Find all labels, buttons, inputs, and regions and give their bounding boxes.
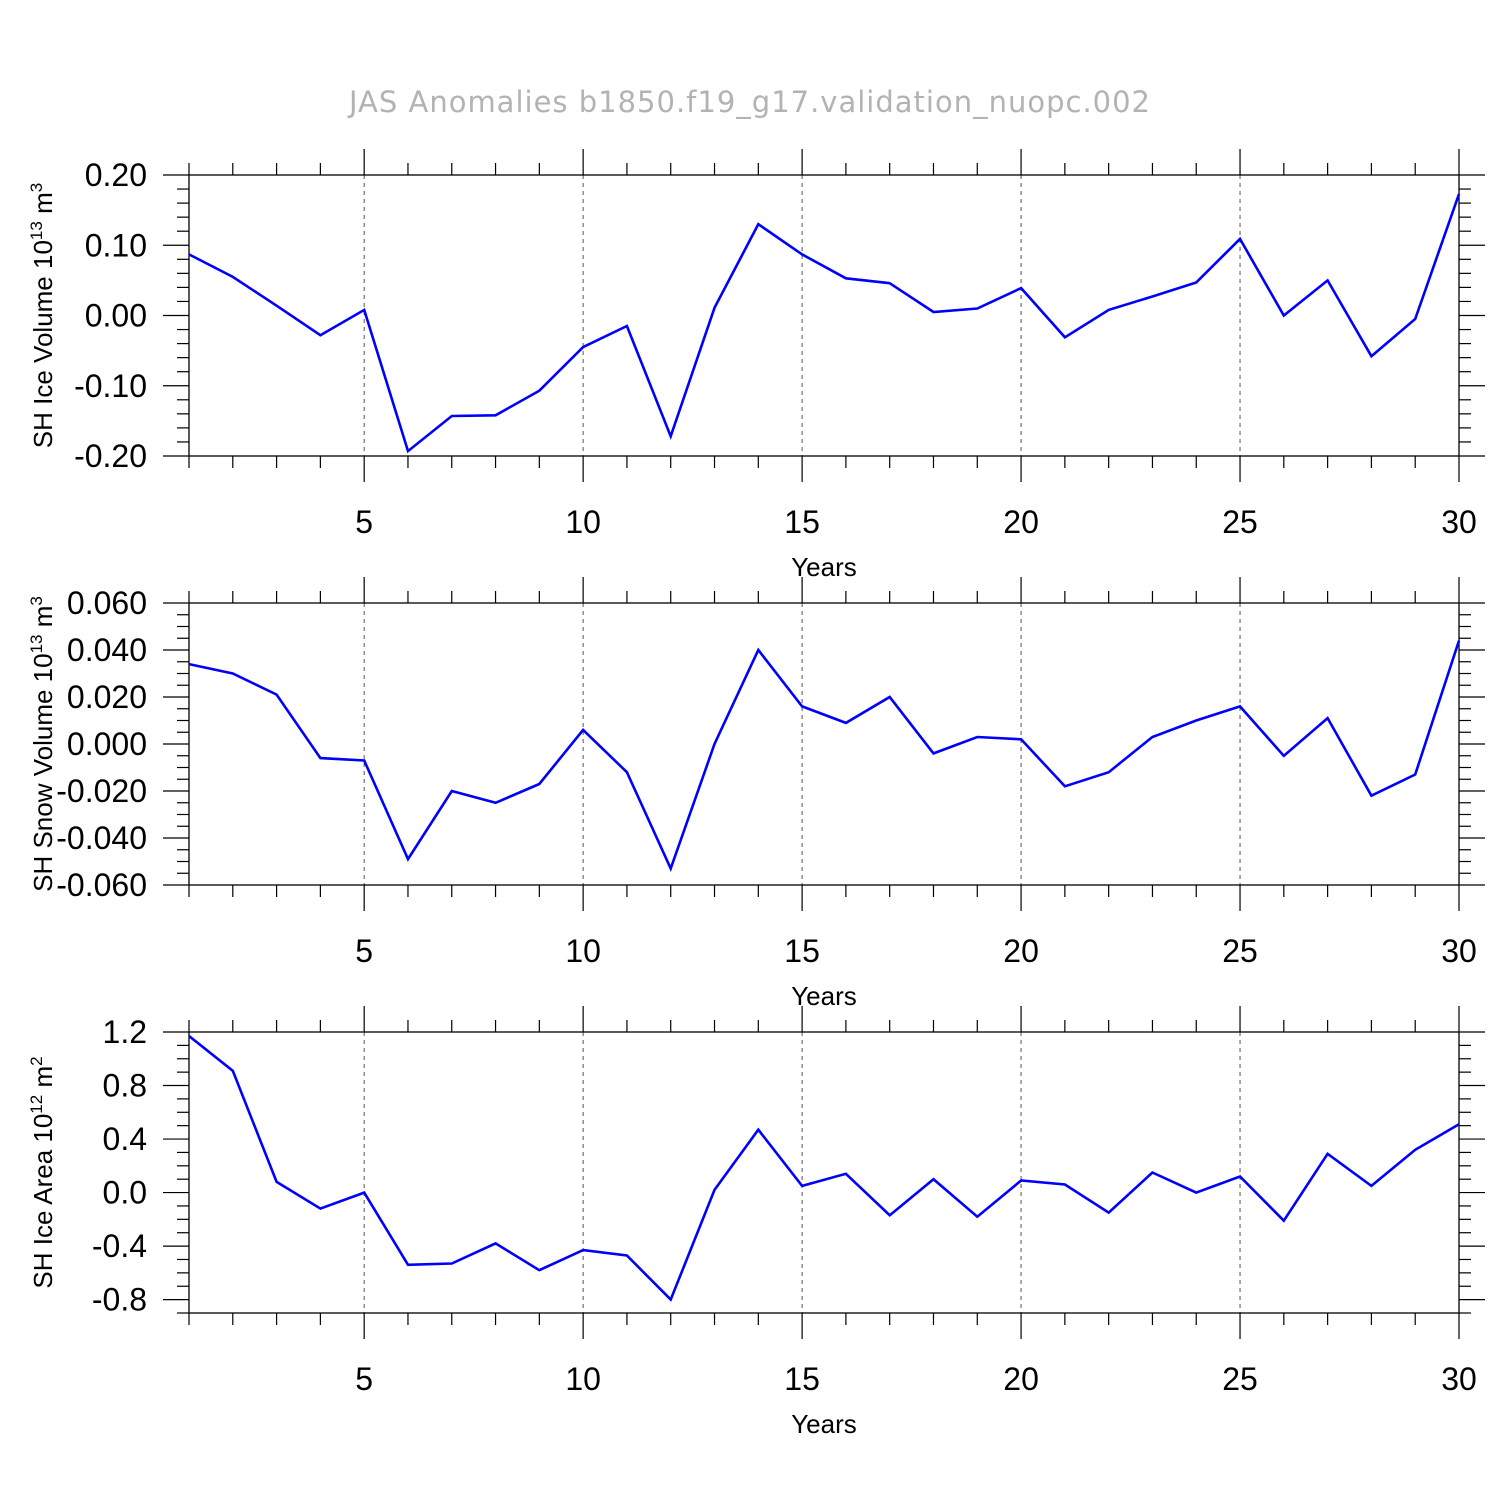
y-tick-label: -0.020	[56, 773, 147, 809]
x-tick-label: 5	[355, 1361, 373, 1397]
y-tick-label: -0.8	[92, 1282, 147, 1318]
y-tick-label: -0.060	[56, 867, 147, 903]
y-axis-label: SH Snow Volume 1013 m3	[27, 596, 58, 892]
x-tick-label: 20	[1003, 504, 1039, 540]
y-tick-label: 0.020	[67, 679, 147, 715]
y-axis-label-superscript: 2	[27, 1056, 46, 1065]
x-tick-label: 15	[784, 504, 820, 540]
y-tick-label: 1.2	[103, 1014, 147, 1050]
y-tick-label: 0.0	[103, 1175, 147, 1211]
x-tick-label: 5	[355, 504, 373, 540]
chart-panel-snow-volume: 5 10 15 20 25 30 -0.060 -0.040 -0.020 0.000 0.020 0…	[27, 577, 1485, 1011]
chart-panels: 5 10 15 20 25 30-0.20-0.100.000.100.20YearsSH…	[27, 149, 1485, 1439]
x-tick-label: 10	[565, 1361, 601, 1397]
x-tick-label: 20	[1003, 1361, 1039, 1397]
y-tick-label: -0.040	[56, 820, 147, 856]
y-axis-label-superscript: 3	[27, 596, 46, 605]
series-line-snow-volume	[188, 640, 1461, 872]
y-tick-label: -0.4	[92, 1228, 147, 1264]
y-axis-label-superscript: 13	[27, 221, 46, 240]
y-tick-label: 0.00	[85, 298, 147, 334]
series-line-ice-area	[188, 1034, 1460, 1302]
x-tick-label: 15	[784, 1361, 820, 1397]
x-tick-label: 25	[1222, 933, 1258, 969]
plot-frame	[188, 1031, 1460, 1314]
x-tick-label: 10	[565, 933, 601, 969]
y-tick-label: -0.20	[74, 438, 147, 474]
x-axis-label: Years	[791, 981, 857, 1011]
x-tick-label: 30	[1441, 1361, 1477, 1397]
series-line-ice-volume	[188, 193, 1461, 454]
y-axis-label-superscript: 13	[27, 634, 46, 653]
y-axis-label: SH Ice Area 1012 m2	[27, 1056, 58, 1288]
y-tick-label: 0.040	[67, 632, 147, 668]
y-axis-label-part: SH Ice Area 10	[28, 1114, 58, 1289]
y-tick-label: 0.20	[85, 157, 147, 193]
y-tick-label: 0.10	[85, 227, 147, 263]
x-tick-label: 10	[565, 504, 601, 540]
x-tick-label: 30	[1441, 504, 1477, 540]
x-axis-label: Years	[791, 552, 857, 582]
y-tick-label: -0.10	[74, 368, 147, 404]
x-tick-label: 5	[355, 933, 373, 969]
y-axis-label: SH Ice Volume 1013 m3	[27, 183, 58, 448]
y-tick-label: 0.060	[67, 585, 147, 621]
y-tick-label: 0.8	[103, 1068, 147, 1104]
y-tick-label: 0.4	[103, 1121, 147, 1157]
chart-panel-ice-area: 5 10 15 20 25 30 -0.8 -0.4 0.0 0.4 0.8 1.2 Years SH I…	[27, 1006, 1485, 1439]
y-axis-label-superscript: 3	[27, 183, 46, 192]
x-tick-label: 20	[1003, 933, 1039, 969]
y-axis-label-part: SH Ice Volume 10	[28, 240, 58, 448]
figure-title: JAS Anomalies b1850.f19_g17.validation_n…	[347, 85, 1151, 119]
x-tick-label: 25	[1222, 504, 1258, 540]
x-tick-label: 15	[784, 933, 820, 969]
y-tick-label: 0.000	[67, 726, 147, 762]
y-axis-label-part: SH Snow Volume 10	[28, 653, 58, 891]
y-axis-label-part: m	[28, 192, 58, 221]
x-tick-label: 25	[1222, 1361, 1258, 1397]
y-axis-label-superscript: 12	[27, 1095, 46, 1114]
y-axis-label-part: m	[28, 606, 58, 635]
x-axis-label: Years	[791, 1409, 857, 1439]
x-tick-label: 30	[1441, 933, 1477, 969]
y-axis-label-part: m	[28, 1066, 58, 1095]
chart-panel-ice-volume: 5 10 15 20 25 30 -0.20 -0.10 0.00 0.10 0.20 Years SH…	[27, 149, 1485, 582]
